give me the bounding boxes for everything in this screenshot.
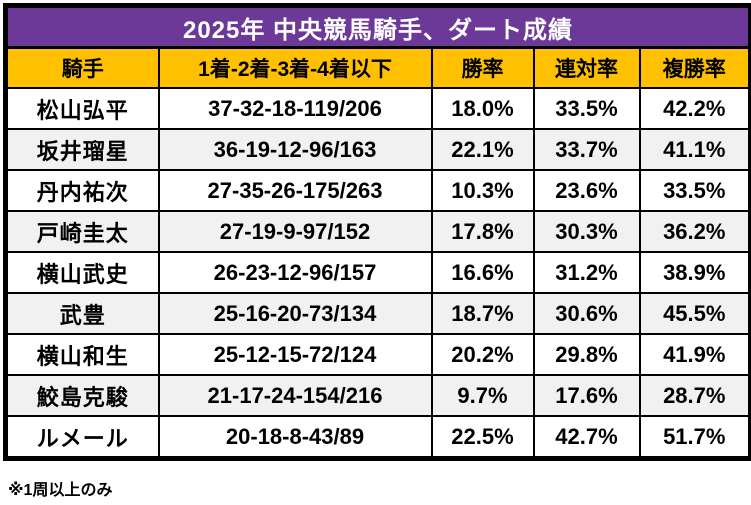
record-cell: 37-32-18-119/206: [157, 87, 433, 130]
column-header-record: 1着-2着-3着-4着以下: [157, 46, 433, 89]
quinella-rate-cell: 31.2%: [532, 251, 641, 294]
quinella-rate-cell: 42.7%: [532, 415, 641, 460]
table-row: 丹内祐次 27-35-26-175/263 10.3% 23.6% 33.5%: [4, 169, 751, 212]
jockey-name-cell: 横山武史: [4, 251, 160, 294]
win-rate-cell: 17.8%: [430, 210, 535, 253]
table-row: 武豊 25-16-20-73/134 18.7% 30.6% 45.5%: [4, 292, 751, 335]
show-rate-cell: 45.5%: [638, 292, 751, 335]
jockey-name-cell: 横山和生: [4, 333, 160, 376]
show-rate-cell: 36.2%: [638, 210, 751, 253]
record-cell: 26-23-12-96/157: [157, 251, 433, 294]
show-rate-cell: 41.1%: [638, 128, 751, 171]
quinella-rate-cell: 33.5%: [532, 87, 641, 130]
jockey-dirt-results-table: 2025年 中央競馬騎手、ダート成績 騎手 1着-2着-3着-4着以下 勝率 連…: [3, 3, 751, 461]
quinella-rate-cell: 30.6%: [532, 292, 641, 335]
table-row: 鮫島克駿 21-17-24-154/216 9.7% 17.6% 28.7%: [4, 374, 751, 417]
record-cell: 25-16-20-73/134: [157, 292, 433, 335]
show-rate-cell: 41.9%: [638, 333, 751, 376]
win-rate-cell: 22.5%: [430, 415, 535, 460]
quinella-rate-cell: 30.3%: [532, 210, 641, 253]
table-row: 戸崎圭太 27-19-9-97/152 17.8% 30.3% 36.2%: [4, 210, 751, 253]
record-cell: 36-19-12-96/163: [157, 128, 433, 171]
win-rate-cell: 16.6%: [430, 251, 535, 294]
table-row: ルメール 20-18-8-43/89 22.5% 42.7% 51.7%: [4, 415, 751, 460]
column-header-show-rate: 複勝率: [638, 46, 751, 89]
jockey-name-cell: 坂井瑠星: [4, 128, 160, 171]
show-rate-cell: 38.9%: [638, 251, 751, 294]
show-rate-cell: 33.5%: [638, 169, 751, 212]
table-row: 横山武史 26-23-12-96/157 16.6% 31.2% 38.9%: [4, 251, 751, 294]
win-rate-cell: 22.1%: [430, 128, 535, 171]
quinella-rate-cell: 17.6%: [532, 374, 641, 417]
win-rate-cell: 18.0%: [430, 87, 535, 130]
column-header-win-rate: 勝率: [430, 46, 535, 89]
record-cell: 20-18-8-43/89: [157, 415, 433, 460]
show-rate-cell: 51.7%: [638, 415, 751, 460]
jockey-name-cell: 武豊: [4, 292, 160, 335]
record-cell: 27-35-26-175/263: [157, 169, 433, 212]
record-cell: 21-17-24-154/216: [157, 374, 433, 417]
show-rate-cell: 28.7%: [638, 374, 751, 417]
footnote: ※1周以上のみ: [8, 482, 113, 499]
quinella-rate-cell: 23.6%: [532, 169, 641, 212]
column-header-jockey: 騎手: [4, 46, 160, 89]
win-rate-cell: 18.7%: [430, 292, 535, 335]
win-rate-cell: 10.3%: [430, 169, 535, 212]
jockey-name-cell: 戸崎圭太: [4, 210, 160, 253]
quinella-rate-cell: 33.7%: [532, 128, 641, 171]
title-row: 2025年 中央競馬騎手、ダート成績: [4, 4, 751, 49]
jockey-name-cell: 松山弘平: [4, 87, 160, 130]
show-rate-cell: 42.2%: [638, 87, 751, 130]
header-row: 騎手 1着-2着-3着-4着以下 勝率 連対率 複勝率: [4, 46, 751, 89]
win-rate-cell: 9.7%: [430, 374, 535, 417]
table-title: 2025年 中央競馬騎手、ダート成績: [4, 4, 751, 49]
record-cell: 27-19-9-97/152: [157, 210, 433, 253]
jockey-name-cell: ルメール: [4, 415, 160, 460]
table-row: 坂井瑠星 36-19-12-96/163 22.1% 33.7% 41.1%: [4, 128, 751, 171]
column-header-quinella-rate: 連対率: [532, 46, 641, 89]
table-row: 松山弘平 37-32-18-119/206 18.0% 33.5% 42.2%: [4, 87, 751, 130]
jockey-name-cell: 丹内祐次: [4, 169, 160, 212]
win-rate-cell: 20.2%: [430, 333, 535, 376]
record-cell: 25-12-15-72/124: [157, 333, 433, 376]
table-row: 横山和生 25-12-15-72/124 20.2% 29.8% 41.9%: [4, 333, 751, 376]
jockey-name-cell: 鮫島克駿: [4, 374, 160, 417]
quinella-rate-cell: 29.8%: [532, 333, 641, 376]
